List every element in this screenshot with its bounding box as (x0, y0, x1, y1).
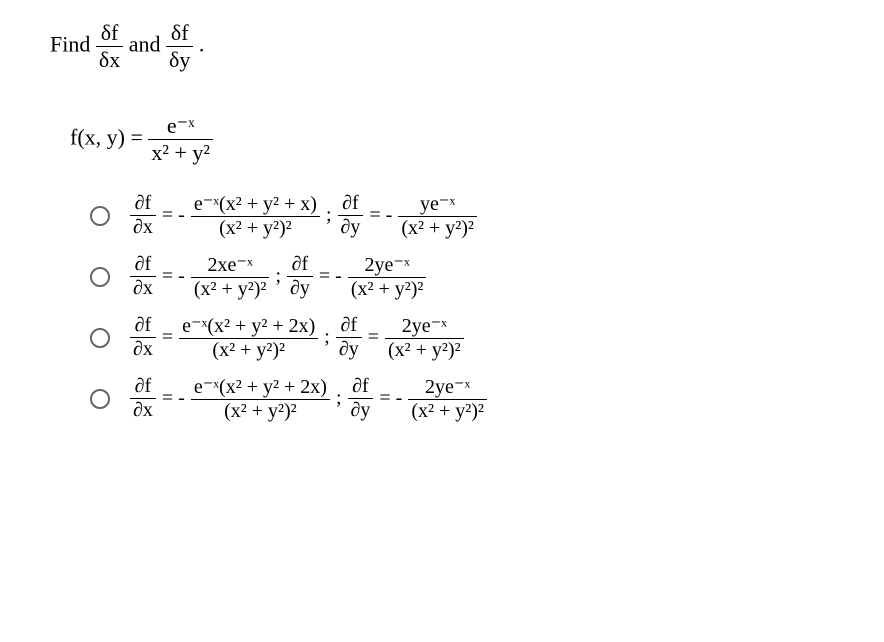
func-num: e⁻ˣ (148, 113, 213, 140)
dy-lhs-num: ∂f (348, 375, 374, 399)
option-expression: ∂f∂x = e⁻ˣ(x² + y² + 2x)(x² + y²)² ; ∂f∂… (130, 313, 464, 362)
dx-rhs-den: (x² + y²)² (179, 339, 318, 362)
dx-rhs-frac: 2xe⁻ˣ(x² + y²)² (191, 252, 270, 301)
dx-rhs-num: e⁻ˣ(x² + y² + 2x) (179, 313, 318, 339)
dy-lhs-den: ∂y (287, 277, 313, 300)
intro-d2-num: δf (166, 20, 193, 47)
dy-rhs-frac: ye⁻ˣ(x² + y²)² (398, 191, 477, 240)
option-expression: ∂f∂x = - 2xe⁻ˣ(x² + y²)² ; ∂f∂y = - 2ye⁻… (130, 252, 426, 301)
dy-lhs-frac: ∂f∂y (287, 253, 313, 300)
radio-button[interactable] (90, 267, 110, 287)
intro-d1-den: δx (96, 47, 123, 73)
separator: ; (326, 204, 332, 227)
dy-rhs-num: 2ye⁻ˣ (385, 313, 464, 339)
options-list: ∂f∂x = - e⁻ˣ(x² + y² + x)(x² + y²)² ; ∂f… (90, 191, 834, 423)
dx-lhs-num: ∂f (130, 314, 156, 338)
dy-lhs-den: ∂y (348, 399, 374, 422)
dy-lhs-frac: ∂f∂y (338, 192, 364, 239)
option-row: ∂f∂x = - e⁻ˣ(x² + y² + 2x)(x² + y²)² ; ∂… (90, 374, 834, 423)
dy-lhs-den: ∂y (338, 216, 364, 239)
dx-rhs-frac: e⁻ˣ(x² + y² + x)(x² + y²)² (191, 191, 320, 240)
dy-lhs-num: ∂f (336, 314, 362, 338)
func-lhs: f(x, y) = (70, 125, 148, 150)
dx-lhs-den: ∂x (130, 277, 156, 300)
option-expression: ∂f∂x = - e⁻ˣ(x² + y² + x)(x² + y²)² ; ∂f… (130, 191, 477, 240)
separator: ; (336, 387, 342, 410)
dy-lhs-num: ∂f (338, 192, 364, 216)
dx-rhs-frac: e⁻ˣ(x² + y² + 2x)(x² + y²)² (191, 374, 330, 423)
dx-lhs-num: ∂f (130, 253, 156, 277)
dy-equals: = (368, 326, 379, 349)
dy-rhs-frac: 2ye⁻ˣ(x² + y²)² (408, 374, 487, 423)
problem-intro: Find δf δx and δf δy . (50, 20, 834, 73)
dy-lhs-num: ∂f (287, 253, 313, 277)
dy-rhs-frac: 2ye⁻ˣ(x² + y²)² (385, 313, 464, 362)
dy-rhs-den: (x² + y²)² (398, 217, 477, 240)
dx-equals: = (162, 326, 173, 349)
dx-equals: = - (162, 204, 185, 227)
dy-rhs-num: 2ye⁻ˣ (408, 374, 487, 400)
dx-lhs-den: ∂x (130, 216, 156, 239)
dy-rhs-den: (x² + y²)² (408, 400, 487, 423)
dy-rhs-num: ye⁻ˣ (398, 191, 477, 217)
intro-d2-den: δy (166, 47, 193, 73)
func-frac: e⁻ˣ x² + y² (148, 113, 213, 166)
dx-rhs-den: (x² + y²)² (191, 400, 330, 423)
dx-lhs-frac: ∂f∂x (130, 192, 156, 239)
intro-frac-dx: δf δx (96, 20, 123, 73)
radio-button[interactable] (90, 389, 110, 409)
dy-equals: = - (369, 204, 392, 227)
dx-lhs-frac: ∂f∂x (130, 253, 156, 300)
dx-lhs-den: ∂x (130, 399, 156, 422)
dy-lhs-frac: ∂f∂y (336, 314, 362, 361)
dx-rhs-num: e⁻ˣ(x² + y² + x) (191, 191, 320, 217)
intro-d1-num: δf (96, 20, 123, 47)
dy-rhs-den: (x² + y²)² (385, 339, 464, 362)
dx-lhs-num: ∂f (130, 192, 156, 216)
radio-button[interactable] (90, 328, 110, 348)
option-row: ∂f∂x = - 2xe⁻ˣ(x² + y²)² ; ∂f∂y = - 2ye⁻… (90, 252, 834, 301)
option-row: ∂f∂x = - e⁻ˣ(x² + y² + x)(x² + y²)² ; ∂f… (90, 191, 834, 240)
intro-mid: and (129, 32, 166, 57)
function-definition: f(x, y) = e⁻ˣ x² + y² (70, 113, 834, 166)
intro-suffix: . (199, 32, 205, 57)
dy-lhs-den: ∂y (336, 338, 362, 361)
dx-lhs-den: ∂x (130, 338, 156, 361)
func-den: x² + y² (148, 140, 213, 166)
dy-rhs-num: 2ye⁻ˣ (348, 252, 427, 278)
dy-rhs-den: (x² + y²)² (348, 278, 427, 301)
dx-rhs-den: (x² + y²)² (191, 217, 320, 240)
intro-prefix: Find (50, 32, 96, 57)
dy-equals: = - (319, 265, 342, 288)
dx-equals: = - (162, 265, 185, 288)
radio-button[interactable] (90, 206, 110, 226)
dy-equals: = - (379, 387, 402, 410)
dx-rhs-num: e⁻ˣ(x² + y² + 2x) (191, 374, 330, 400)
intro-frac-dy: δf δy (166, 20, 193, 73)
separator: ; (324, 326, 330, 349)
dy-rhs-frac: 2ye⁻ˣ(x² + y²)² (348, 252, 427, 301)
separator: ; (275, 265, 281, 288)
dx-equals: = - (162, 387, 185, 410)
dx-rhs-num: 2xe⁻ˣ (191, 252, 270, 278)
dx-lhs-num: ∂f (130, 375, 156, 399)
dy-lhs-frac: ∂f∂y (348, 375, 374, 422)
dx-rhs-den: (x² + y²)² (191, 278, 270, 301)
option-expression: ∂f∂x = - e⁻ˣ(x² + y² + 2x)(x² + y²)² ; ∂… (130, 374, 487, 423)
option-row: ∂f∂x = e⁻ˣ(x² + y² + 2x)(x² + y²)² ; ∂f∂… (90, 313, 834, 362)
dx-lhs-frac: ∂f∂x (130, 314, 156, 361)
dx-rhs-frac: e⁻ˣ(x² + y² + 2x)(x² + y²)² (179, 313, 318, 362)
dx-lhs-frac: ∂f∂x (130, 375, 156, 422)
